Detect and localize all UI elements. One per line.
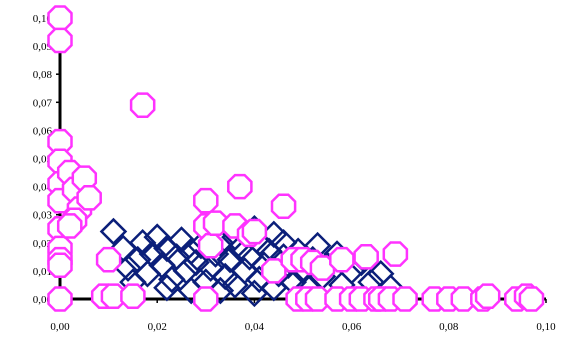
octagon-point: [474, 283, 501, 309]
series-octagon-markers: [47, 5, 545, 312]
y-tick-label: 0,08: [33, 69, 53, 81]
diamond-point: [172, 257, 201, 285]
octagon-point: [56, 213, 83, 239]
diamond-point: [99, 217, 128, 246]
octagon-point: [329, 246, 355, 273]
y-tick-label: 0,01: [33, 266, 52, 278]
octagon-point: [270, 193, 297, 220]
octagon-point: [197, 232, 224, 259]
x-tick-label: 0,02: [148, 321, 167, 333]
axes: 0,000,010,020,030,040,050,060,070,080,09…: [33, 13, 556, 333]
octagon-point: [193, 286, 219, 312]
octagon-point: [47, 252, 73, 279]
y-tick-label: 0,02: [33, 238, 52, 250]
octagon-point: [129, 92, 156, 118]
octagon-point: [241, 218, 268, 245]
diamond-point: [153, 273, 181, 302]
y-tick-label: 0,07: [33, 97, 53, 109]
octagon-point: [120, 283, 146, 309]
octagon-point: [227, 173, 253, 200]
octagon-point: [47, 27, 73, 54]
octagon-point: [353, 244, 379, 270]
x-tick-label: 0,08: [439, 321, 459, 333]
octagon-point: [392, 286, 418, 312]
octagon-point: [382, 241, 409, 267]
y-tick-label: 0,03: [33, 210, 53, 222]
x-tick-label: 0,06: [342, 321, 362, 333]
octagon-point: [47, 5, 73, 31]
x-tick-label: 0,10: [536, 321, 556, 333]
octagon-point: [202, 210, 229, 236]
octagon-point: [47, 286, 73, 312]
diamond-point: [182, 248, 210, 277]
x-tick-label: 0,04: [245, 321, 265, 333]
x-tick-label: 0,00: [50, 321, 70, 333]
y-tick-label: 0,06: [33, 125, 53, 137]
octagon-point: [95, 246, 122, 273]
diamond-point: [133, 259, 162, 288]
octagon-point: [76, 185, 102, 211]
octagon-point: [193, 187, 219, 214]
octagon-point: [518, 286, 545, 312]
